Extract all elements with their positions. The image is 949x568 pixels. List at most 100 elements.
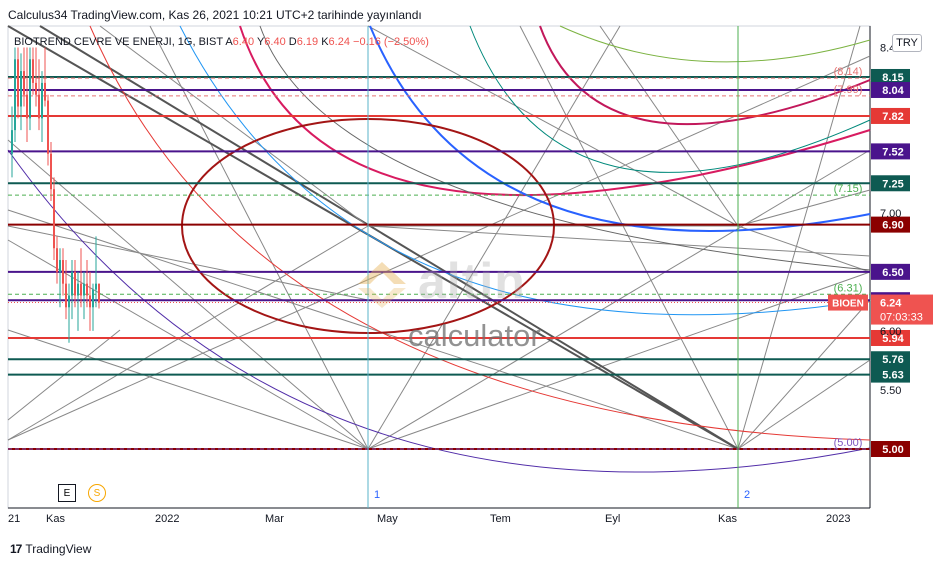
x-tick-label: Kas (46, 513, 65, 525)
candle-body (95, 283, 97, 290)
level-badge-label: 6.50 (882, 267, 903, 279)
dashed-level-label: (7.99) (834, 84, 863, 96)
level-badge-label: 5.00 (882, 444, 903, 456)
gann-line (737, 25, 861, 450)
level-badge-label: 7.52 (882, 146, 903, 158)
level-badge-label: 5.63 (882, 370, 903, 382)
candle-body (74, 271, 76, 296)
candle-body (50, 153, 52, 190)
dashed-level-label: (6.31) (834, 282, 863, 294)
x-tick-label: 2022 (155, 513, 179, 525)
candle-body (80, 283, 82, 296)
y-tick-label: 7.00 (880, 208, 901, 220)
dashed-levels: (8.14) (7.99) (7.15) (6.31) (5.00) (8, 66, 870, 450)
candle-body (20, 71, 22, 107)
candle-body (14, 59, 16, 131)
x-tick-label: 2023 (826, 513, 850, 525)
candle-body (35, 82, 37, 95)
level-badge-label: 5.76 (882, 354, 903, 366)
x-tick-label: 21 (8, 513, 20, 525)
splits-button[interactable]: S (88, 484, 106, 502)
candlesticks (11, 47, 100, 343)
level-badge (871, 441, 910, 457)
horizontal-levels (8, 75, 870, 450)
candle-body (44, 82, 46, 101)
candle-body (29, 59, 31, 119)
candle-body (83, 283, 85, 296)
gann-line (7, 225, 369, 441)
candle-body (71, 271, 73, 296)
footer: 17 TradingView (10, 542, 91, 556)
y-tick-label: 5.50 (880, 385, 901, 397)
gann-line (367, 25, 739, 227)
gann-line (7, 329, 369, 450)
price-scale-badges: 8.158.047.827.527.256.906.506.265.945.76… (828, 68, 933, 457)
gann-line (519, 25, 739, 450)
level-badge-label: 7.25 (882, 178, 903, 190)
gann-line (599, 25, 739, 227)
currency-button[interactable]: TRY (892, 34, 922, 52)
level-badge (871, 107, 910, 124)
cycle-marker-label: 1 (374, 489, 380, 501)
ohlc-open-key: A (225, 36, 233, 48)
level-badge-label: 5.94 (882, 333, 904, 345)
x-tick-labels: 21 Kas 2022 Mar May Tem Eyl Kas 2023 (8, 513, 850, 525)
level-badge (871, 216, 910, 233)
gann-arc (559, 25, 871, 63)
gann-line (367, 225, 871, 257)
price-change: −0.16 (−2.50%) (353, 36, 429, 48)
gann-line (7, 55, 871, 441)
candle-body (32, 59, 34, 83)
level-badge (871, 175, 910, 192)
ticker-badge-label: BIOEN (832, 299, 864, 310)
gann-line (367, 25, 621, 450)
x-tick-label: Tem (490, 513, 511, 525)
ticker-badge (828, 294, 868, 311)
level-badge (871, 351, 910, 368)
gann-line (39, 25, 739, 450)
x-tick-label: Eyl (605, 513, 620, 525)
y-tick-label: 6.00 (880, 326, 901, 338)
dashed-level-label: (7.15) (834, 183, 863, 195)
candle-body (47, 100, 49, 154)
x-tick-label: Mar (265, 513, 284, 525)
ohlc-high-value: 6.40 (264, 36, 286, 48)
gann-line (737, 189, 871, 227)
ohlc-close-key: K (321, 36, 329, 48)
level-badge (871, 68, 910, 85)
gann-arc (89, 25, 871, 441)
publish-line: Calculus34 TradingView.com, Kas 26, 2021… (8, 8, 422, 22)
candle-body (23, 71, 25, 95)
ohlc-low-key: D (288, 36, 297, 48)
gann-fan-lines (7, 25, 871, 450)
gann-line (149, 25, 369, 450)
events-button[interactable]: E (58, 484, 76, 502)
gann-line (99, 25, 369, 227)
price-badge-value: 6.24 (880, 298, 902, 310)
candle-body (62, 260, 64, 284)
level-badge (871, 263, 910, 280)
candle-body (86, 283, 88, 296)
level-badge (871, 81, 910, 98)
gann-line (737, 225, 871, 273)
level-badge (871, 329, 910, 346)
candle-body (65, 283, 67, 308)
gann-line (7, 139, 369, 450)
price-badge (871, 294, 933, 325)
level-badge-label: 7.82 (882, 111, 903, 123)
candle-body (11, 130, 13, 154)
ohlc-low-value: 6.19 (296, 36, 319, 48)
candle-body (59, 260, 61, 272)
candle-body (26, 94, 28, 119)
x-tick-label: May (377, 513, 398, 525)
candle-body (17, 59, 19, 107)
candle-body (53, 189, 55, 249)
ohlc-open-value: 6.40 (232, 36, 255, 48)
x-tick-label: Kas (718, 513, 737, 525)
gann-arc (239, 25, 871, 197)
dashed-level-label: (8.14) (834, 66, 863, 78)
level-badge-label: 8.15 (882, 72, 903, 84)
gann-arc (7, 149, 871, 473)
candle-body (89, 295, 91, 308)
dashed-level-label: (5.00) (834, 437, 863, 449)
